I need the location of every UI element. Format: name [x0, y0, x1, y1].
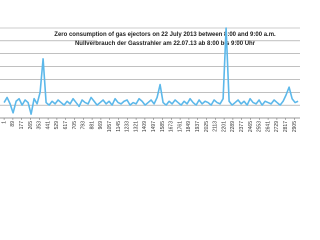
x-tick-label: 2465 — [248, 121, 254, 132]
x-tick-label: 705 — [72, 121, 78, 130]
x-tick-label: 1321 — [133, 121, 139, 132]
x-tick-label: 2729 — [274, 121, 280, 132]
x-tick-label: 969 — [98, 121, 104, 130]
x-tick-label: 1497 — [151, 121, 157, 132]
title-background — [95, 30, 235, 49]
data-line — [3, 27, 299, 115]
x-tick-label: 1761 — [177, 121, 183, 132]
x-tick-label: 1585 — [160, 121, 166, 132]
x-tick-label: 89 — [10, 121, 16, 127]
x-tick-label: 2377 — [239, 121, 245, 132]
x-tick-label: 2817 — [283, 121, 289, 132]
x-tick-label: 2553 — [257, 121, 263, 132]
x-tick-label: 1673 — [169, 121, 175, 132]
x-tick-label: 2201 — [221, 121, 227, 132]
x-tick-label: 1057 — [107, 121, 113, 132]
x-tick-label: 1233 — [125, 121, 131, 132]
x-tick-label: 1145 — [116, 121, 122, 132]
chart-subtitle: Nullverbrauch der Gasstrahler am 22.07.1… — [75, 41, 256, 47]
x-tick-label: 2289 — [230, 121, 236, 132]
x-tick-label: 177 — [19, 121, 25, 130]
x-tick-label: 2025 — [204, 121, 210, 132]
x-tick-label: 2905 — [292, 121, 298, 132]
x-tick-label: 617 — [63, 121, 69, 130]
x-tick-label: 441 — [45, 121, 51, 130]
x-tick-label: 1409 — [142, 121, 148, 132]
chart-title: Zero consumption of gas ejectors on 22 J… — [54, 32, 276, 38]
x-tick-label: 2113 — [213, 121, 219, 132]
x-tick-label: 1937 — [195, 121, 201, 132]
x-tick-label: 353 — [37, 121, 43, 130]
x-tick-label: 2641 — [265, 121, 271, 132]
chart: Zero consumption of gas ejectors on 22 J… — [0, 27, 300, 132]
x-tick-label: 1849 — [186, 121, 192, 132]
x-tick-label: 881 — [89, 121, 95, 130]
x-tick-label: 1 — [1, 121, 7, 124]
x-tick-label: 793 — [81, 121, 87, 130]
x-tick-label: 529 — [54, 121, 60, 130]
x-tick-label: 265 — [28, 121, 34, 130]
